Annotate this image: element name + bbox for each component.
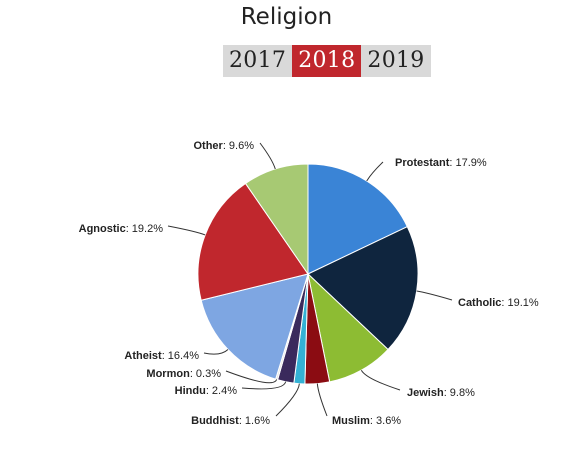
label-protestant: Protestant: 17.9% xyxy=(395,157,487,169)
year-button-2018[interactable]: 2018 xyxy=(292,45,362,77)
year-button-2017[interactable]: 2017 xyxy=(223,45,293,77)
connector-mormon xyxy=(225,370,278,384)
connector-protestant xyxy=(366,161,384,182)
connector-jewish xyxy=(360,369,401,391)
label-catholic: Catholic: 19.1% xyxy=(458,297,539,309)
pie-slice-catholic[interactable] xyxy=(307,225,419,351)
connector-buddhist xyxy=(275,383,300,417)
connector-catholic xyxy=(416,290,453,301)
label-agnostic: Agnostic: 19.2% xyxy=(79,223,164,235)
connector-muslim xyxy=(316,383,328,417)
connector-agnostic xyxy=(167,225,206,236)
connector-hindu xyxy=(241,381,287,390)
label-jewish: Jewish: 9.8% xyxy=(407,387,475,399)
pie-slice-other[interactable] xyxy=(244,163,309,276)
pie-slice-agnostic[interactable] xyxy=(197,182,309,301)
connector-other xyxy=(259,142,276,170)
pie-slice-atheist[interactable] xyxy=(200,273,309,380)
label-mormon: Mormon: 0.3% xyxy=(146,368,221,380)
label-muslim: Muslim: 3.6% xyxy=(332,415,401,427)
connector-atheist xyxy=(203,349,229,355)
label-hindu: Hindu: 2.4% xyxy=(175,385,238,397)
label-atheist: Atheist: 16.4% xyxy=(124,350,199,362)
label-buddhist: Buddhist: 1.6% xyxy=(191,415,270,427)
label-other: Other: 9.6% xyxy=(193,140,254,152)
pie-slice-protestant[interactable] xyxy=(307,163,408,275)
year-button-2019[interactable]: 2019 xyxy=(361,45,431,77)
chart-title: Religion xyxy=(240,4,333,30)
year-selector: 2017 2018 2019 xyxy=(223,45,431,77)
